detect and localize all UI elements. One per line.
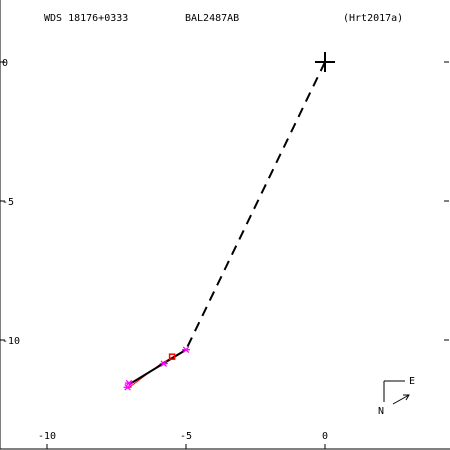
wds-id-label: WDS 18176+0333 (44, 13, 128, 24)
y-tick-label: -10 (2, 336, 20, 347)
compass-motion-arrow (392, 394, 410, 405)
observation-point (159, 360, 168, 367)
compass: E N (378, 376, 415, 417)
observation-point (125, 379, 134, 387)
y-tick-label: -5 (2, 197, 14, 208)
x-tick-label: -5 (180, 431, 192, 442)
x-tick-label: -10 (38, 431, 56, 442)
compass-arrow-head-icon (403, 394, 410, 401)
compass-north-label: N (378, 406, 384, 417)
x-tick-label: 0 (322, 431, 328, 442)
observation-point (123, 384, 132, 391)
reference-label: (Hrt2017a) (343, 13, 403, 24)
latest-observation-box (168, 353, 176, 360)
y-tick-label: 0 (2, 58, 8, 69)
header: WDS 18176+0333 BAL2487AB (Hrt2017a) (44, 13, 403, 24)
predicted-path-line (185, 61, 326, 351)
latest-observation-point (168, 353, 176, 360)
compass-east-label: E (409, 376, 415, 387)
discoverer-label: BAL2487AB (185, 13, 239, 24)
observation-point (182, 346, 190, 353)
primary-star-marker (315, 52, 335, 72)
axis-ticks: -10 -5 0 0 -5 -10 (0, 58, 449, 449)
orbit-track-line (128, 348, 187, 386)
observation-stroke (160, 360, 168, 367)
observation-stroke (182, 346, 190, 353)
observation-stroke (124, 384, 131, 391)
chart-marks (123, 52, 335, 391)
observation-stroke (125, 379, 133, 387)
